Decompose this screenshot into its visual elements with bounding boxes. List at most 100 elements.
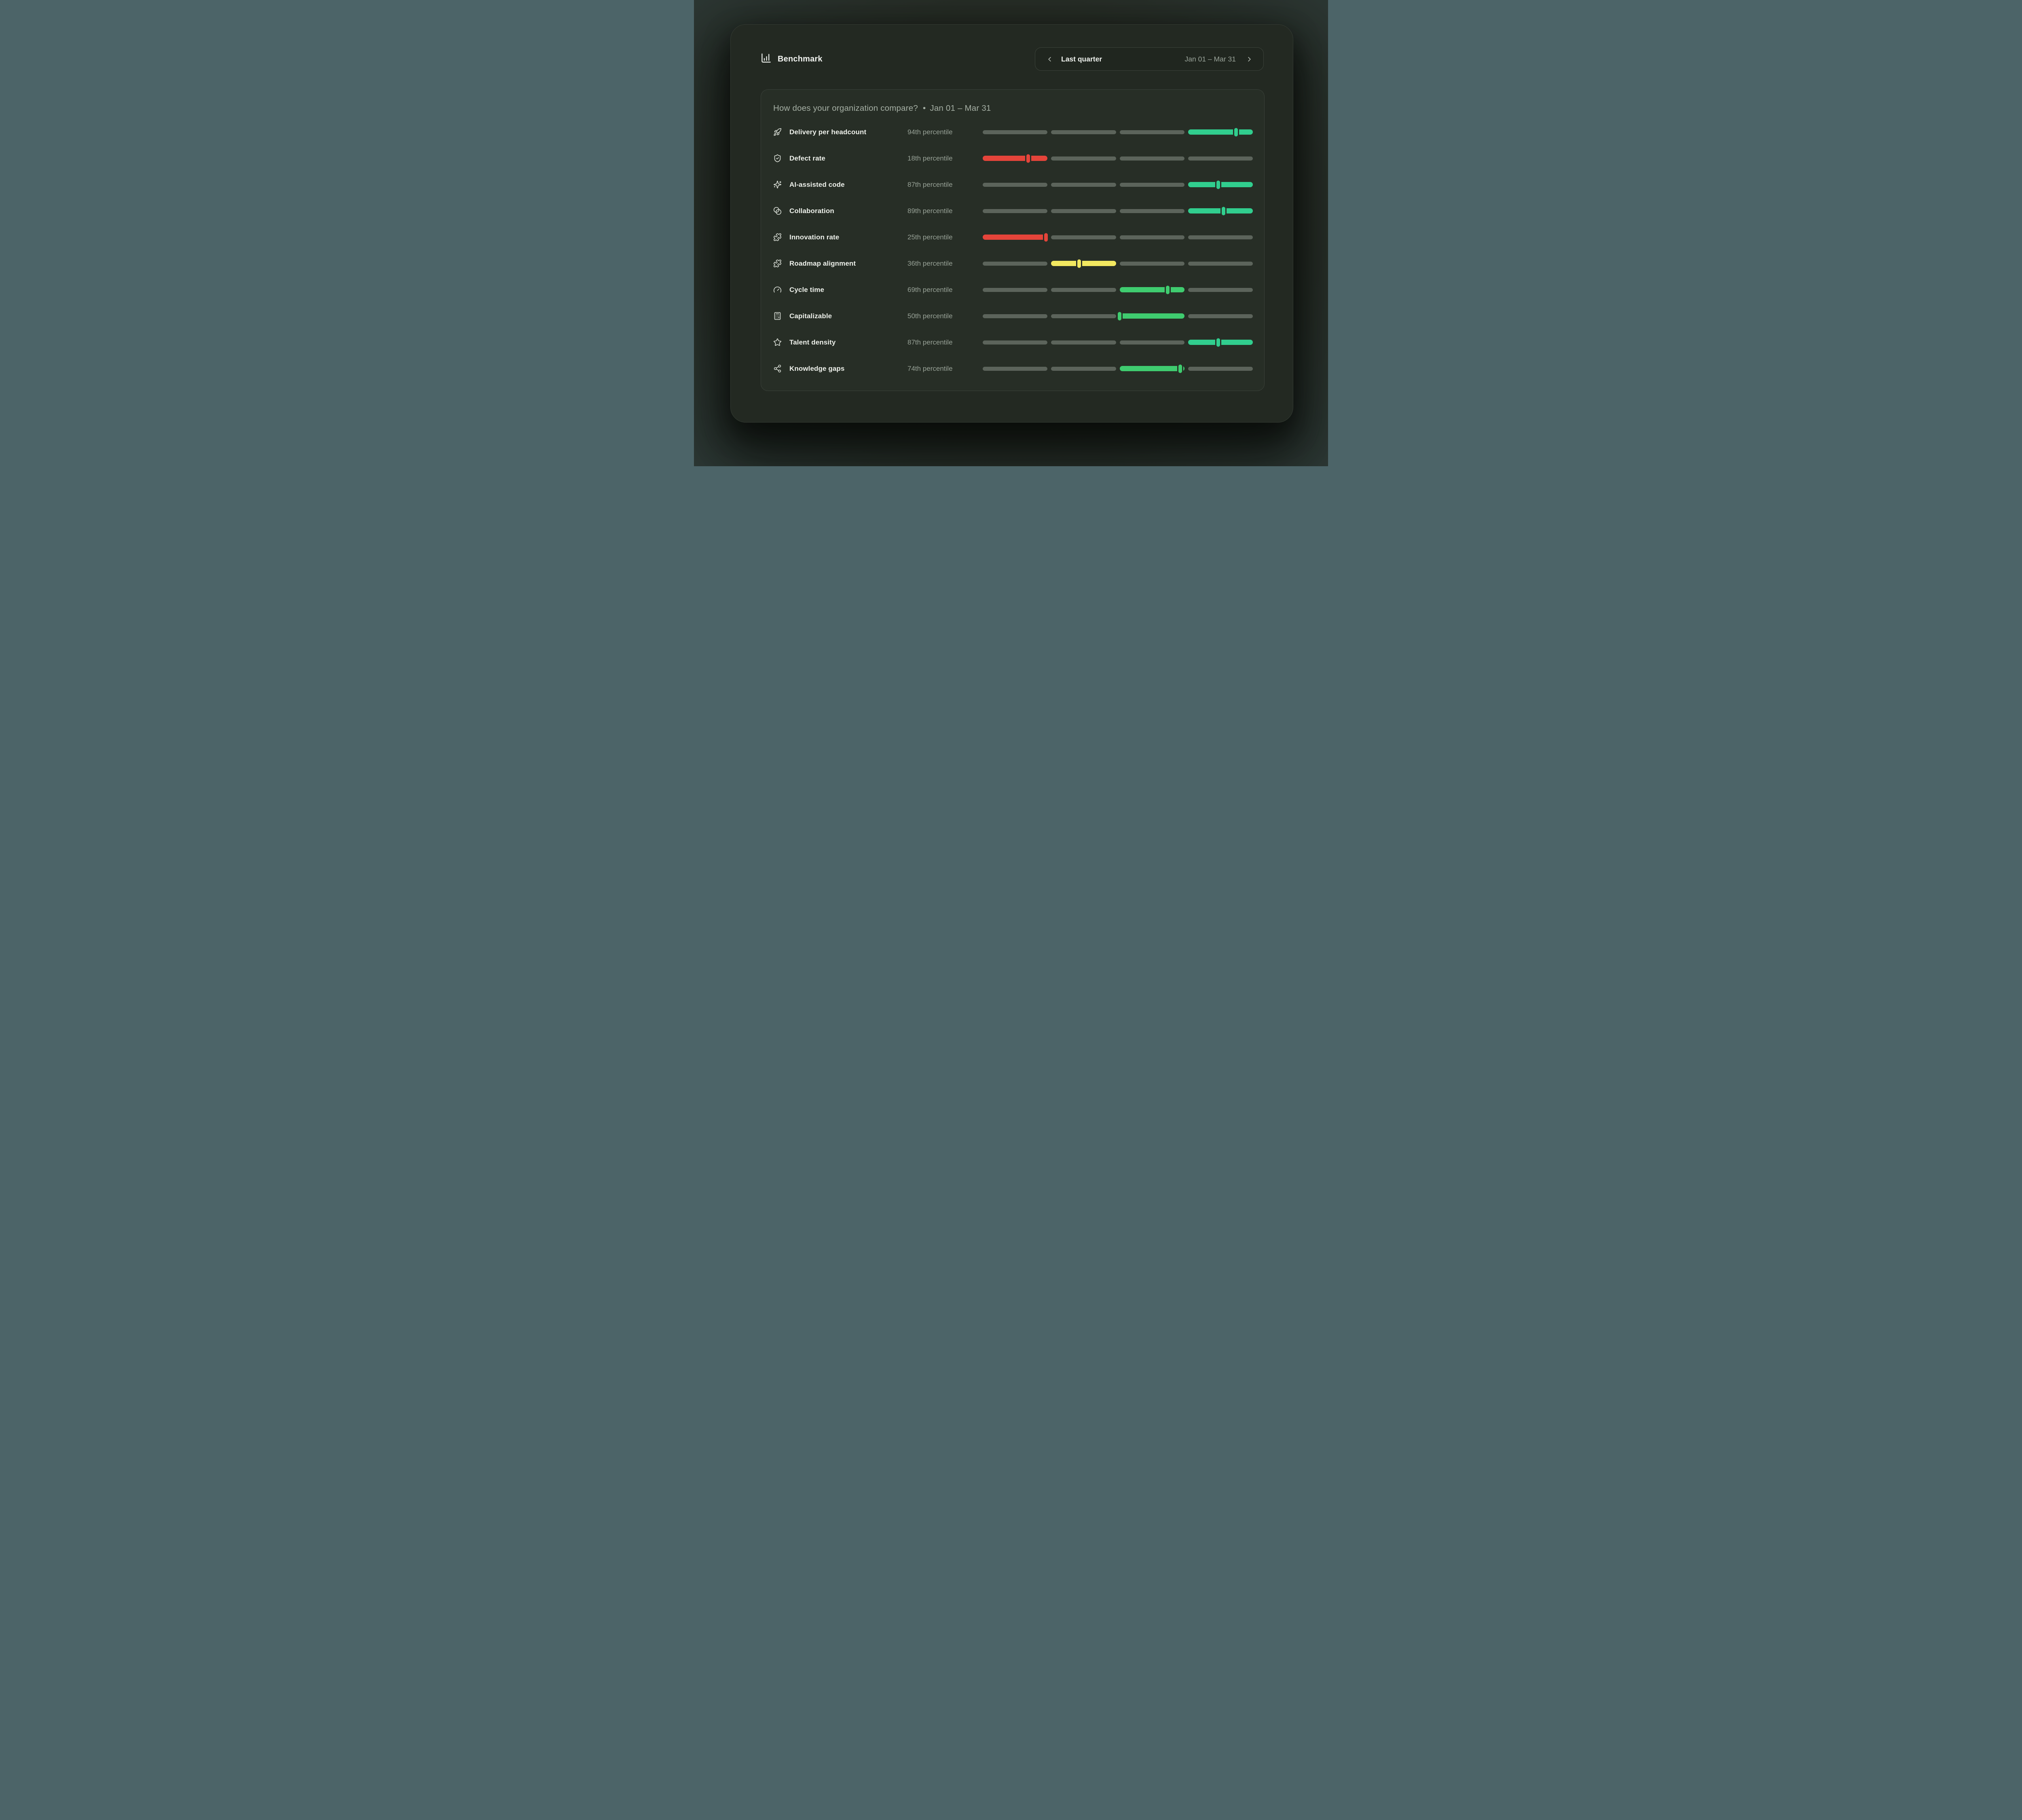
metric-percentile: 50th percentile xyxy=(907,312,953,320)
period-label[interactable]: Last quarter xyxy=(1061,55,1102,63)
metric-label: Defect rate xyxy=(789,154,825,162)
bar-segment xyxy=(1051,259,1116,268)
bar-segment xyxy=(983,366,1048,371)
bar-segment xyxy=(1051,340,1116,345)
card-title: How does your organization compare? • Jan … xyxy=(773,104,1253,113)
bar-chart-icon xyxy=(761,53,772,66)
share-network-icon xyxy=(773,364,789,373)
metric-row: Roadmap alignment 36th percentile xyxy=(773,250,1253,277)
bar-segment xyxy=(1051,130,1116,134)
bar-segment xyxy=(983,261,1048,266)
title-separator: • xyxy=(922,104,926,113)
metric-percentile: 87th percentile xyxy=(907,180,953,188)
bar-segment xyxy=(1188,366,1253,371)
metric-row: Defect rate 18th percentile xyxy=(773,145,1253,171)
percentile-marker xyxy=(1044,233,1048,241)
percentile-bar xyxy=(983,233,1253,241)
percentile-marker xyxy=(1118,312,1121,320)
metric-label: Collaboration xyxy=(789,207,834,215)
shield-check-icon xyxy=(773,154,789,163)
percentile-marker xyxy=(1221,207,1225,215)
bar-segment xyxy=(1188,338,1253,347)
puzzle-icon xyxy=(773,233,789,241)
bar-segment xyxy=(1119,130,1184,134)
card-title-text: How does your organization compare? xyxy=(773,104,918,113)
percentile-marker xyxy=(1026,154,1030,163)
bar-segment xyxy=(1051,182,1116,187)
bar-segment xyxy=(1051,156,1116,161)
bar-segment xyxy=(1119,156,1184,161)
metric-row: AI-assisted code 87th percentile xyxy=(773,171,1253,198)
metric-label: Capitalizable xyxy=(789,312,832,320)
bar-segment xyxy=(1188,128,1253,136)
percentile-bar xyxy=(983,128,1253,136)
bar-segment xyxy=(1188,156,1253,161)
period-selector: Last quarter Jan 01 – Mar 31 xyxy=(1035,47,1264,71)
percentile-bar xyxy=(983,259,1253,268)
metric-percentile: 25th percentile xyxy=(907,233,953,241)
metric-label: AI-assisted code xyxy=(789,180,845,188)
metric-rows: Delivery per headcount 94th percentile D… xyxy=(773,119,1253,382)
bar-segment xyxy=(1119,340,1184,345)
brand: Benchmark xyxy=(761,53,823,66)
chevron-right-icon[interactable] xyxy=(1243,53,1255,65)
metric-row: Collaboration 89th percentile xyxy=(773,198,1253,224)
bar-segment xyxy=(1051,209,1116,213)
bar-segment xyxy=(1118,312,1184,320)
chevron-left-icon[interactable] xyxy=(1043,53,1055,65)
rocket-icon xyxy=(773,128,789,136)
period-selector-right: Jan 01 – Mar 31 xyxy=(1185,53,1255,65)
metric-label: Knowledge gaps xyxy=(789,364,845,372)
bar-segment xyxy=(1051,287,1116,292)
percentile-bar xyxy=(983,154,1253,163)
blend-circles-icon xyxy=(773,207,789,215)
page-background: Benchmark Last quarter Jan 01 – Mar 31 xyxy=(694,0,1328,466)
metric-label: Cycle time xyxy=(789,285,825,294)
app-title: Benchmark xyxy=(778,54,823,63)
bar-segment xyxy=(1119,285,1184,294)
star-icon xyxy=(773,338,789,347)
bar-segment xyxy=(983,130,1048,134)
percentile-bar xyxy=(983,285,1253,294)
percentile-bar xyxy=(983,338,1253,347)
metric-percentile: 74th percentile xyxy=(907,364,953,372)
bar-segment xyxy=(1188,314,1253,318)
card-title-range: Jan 01 – Mar 31 xyxy=(930,104,991,113)
percentile-marker xyxy=(1077,259,1081,268)
sparkles-icon xyxy=(773,180,789,189)
bar-segment xyxy=(1119,182,1184,187)
metric-row: Knowledge gaps 74th percentile xyxy=(773,355,1253,382)
bar-segment xyxy=(1051,366,1116,371)
bar-segment xyxy=(1119,209,1184,213)
metric-percentile: 87th percentile xyxy=(907,338,953,346)
metric-row: Cycle time 69th percentile xyxy=(773,277,1253,303)
metric-percentile: 36th percentile xyxy=(907,259,953,267)
bar-segment xyxy=(1188,287,1253,292)
percentile-marker xyxy=(1165,285,1170,294)
bar-segment xyxy=(1119,235,1184,239)
bar-segment xyxy=(983,314,1048,318)
metric-label: Talent density xyxy=(789,338,836,346)
metric-percentile: 69th percentile xyxy=(907,285,953,294)
metric-label: Roadmap alignment xyxy=(789,259,856,267)
bar-segment xyxy=(1119,261,1184,266)
gauge-icon xyxy=(773,285,789,294)
percentile-bar xyxy=(983,207,1253,215)
puzzle-icon xyxy=(773,259,789,268)
window-header: Benchmark Last quarter Jan 01 – Mar 31 xyxy=(761,47,1264,71)
bar-segment xyxy=(1051,314,1116,318)
bar-segment xyxy=(983,340,1048,345)
percentile-bar xyxy=(983,312,1253,320)
percentile-bar xyxy=(983,180,1253,189)
calculator-icon xyxy=(773,312,789,320)
benchmark-card: How does your organization compare? • Jan … xyxy=(761,89,1265,391)
bar-segment xyxy=(983,233,1048,241)
bar-segment xyxy=(1051,235,1116,239)
metric-row: Talent density 87th percentile xyxy=(773,329,1253,355)
percentile-marker xyxy=(1178,364,1182,373)
bar-segment xyxy=(1188,235,1253,239)
metric-percentile: 89th percentile xyxy=(907,207,953,215)
bar-segment xyxy=(983,154,1048,163)
bar-segment xyxy=(1188,207,1253,215)
bar-segment xyxy=(983,209,1048,213)
